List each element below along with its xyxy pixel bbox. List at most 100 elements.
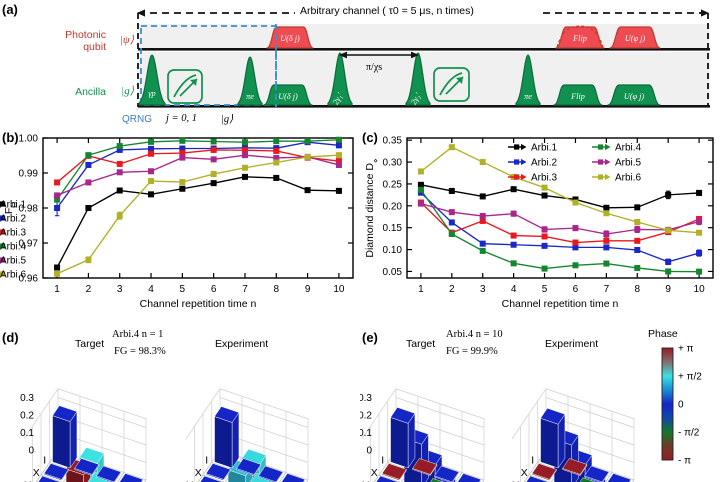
svg-text:0.10: 0.10 (383, 245, 403, 256)
svg-text:3: 3 (480, 284, 486, 295)
svg-text:+ π: + π (678, 344, 694, 355)
svg-text:0: 0 (366, 446, 372, 457)
svg-text:8: 8 (274, 284, 280, 295)
svg-text:+ π/2: + π/2 (678, 372, 702, 383)
svg-text:I: I (205, 454, 208, 466)
panel-b-letter: (b) (2, 130, 19, 145)
svg-text:0.99: 0.99 (19, 169, 39, 180)
svg-text:X: X (371, 467, 378, 479)
panel-e-bar3d: 0.30.20.10IXYZIXYZIXYZIXYZ (360, 388, 635, 482)
diamond-distance-chart: 1 2 3 4 5 6 7 8 9 10 0.05 0.10 0.15 0.20 0.25 0.30 0.35 C… (364, 136, 714, 310)
arbitrary-channel-title: Arbitrary channel ( τ0 = 5 μs, n times) (300, 5, 474, 17)
svg-text:- π/2: - π/2 (678, 428, 700, 439)
svg-text:Arbi.3: Arbi.3 (0, 228, 27, 239)
panel-e-fidelity: FG = 99.9% (446, 346, 498, 357)
svg-text:4: 4 (148, 284, 154, 295)
panel-c-diamond-distance-plot: (c) 1 2 3 4 5 6 7 8 9 10 0.05 0.10 0.15 0.20 0.25 0.30 0… (360, 128, 720, 310)
svg-text:4: 4 (511, 284, 517, 295)
svg-text:0.1: 0.1 (20, 428, 34, 439)
svg-text:Y: Y (512, 479, 519, 482)
svg-text:Arbi.3: Arbi.3 (531, 173, 558, 184)
svg-text:γp: γp (148, 89, 155, 98)
svg-text:8: 8 (634, 284, 640, 295)
pulse-sequence-diagram: U(δ j) Flip U(φ j)γp πe U(δ j) 2γ₁' 2γ₂' πe Flip… (137, 9, 710, 108)
svg-text:πe: πe (524, 92, 532, 101)
qrng-ket-g: |g⟩ (221, 114, 234, 125)
svg-text:Arbi.4: Arbi.4 (615, 143, 642, 154)
svg-text:Flip: Flip (572, 34, 587, 43)
panel-d-experiment-title: Experiment (215, 338, 269, 350)
phase-colorbar: + π + π/2 0 - π/2 - π (661, 344, 702, 467)
svg-text:Arbi.2: Arbi.2 (0, 214, 27, 225)
svg-text:0.3: 0.3 (20, 393, 34, 404)
svg-text:Channel repetition time n: Channel repetition time n (502, 298, 619, 310)
svg-text:I: I (43, 454, 46, 466)
svg-text:Y: Y (362, 479, 369, 482)
phase-colorbar-title: Phase (648, 328, 678, 340)
fidelity-chart: 1 2 3 4 5 6 7 8 9 10 0.96 0.97 0.98 0.99 1.00 Channel r… (0, 134, 354, 310)
panel-a-letter: (a) (2, 2, 18, 17)
svg-text:9: 9 (665, 284, 671, 295)
svg-text:0.20: 0.20 (383, 201, 403, 212)
qrng-j-values: j = 0, 1 (166, 113, 198, 124)
svg-text:6: 6 (573, 284, 579, 295)
panel-d-target-title: Target (75, 338, 105, 350)
panel-e-process-tomography: (e) Arbi.4 n = 10 FG = 99.9% Target Expe… (360, 310, 720, 482)
panel-d-condition: Arbi.4 n = 1 (112, 329, 164, 340)
panel-e-experiment-title: Experiment (545, 338, 599, 350)
svg-text:10: 10 (333, 284, 345, 295)
svg-text:Arbi.1: Arbi.1 (0, 200, 27, 211)
svg-text:0.15: 0.15 (383, 223, 403, 234)
svg-text:0: 0 (28, 446, 34, 457)
svg-text:Y: Y (24, 479, 31, 482)
svg-text:Flip: Flip (570, 92, 585, 101)
pi-over-chi-label: π/χs (366, 62, 383, 73)
photonic-qubit-ket: |ψ⟩ (119, 34, 134, 46)
svg-text:- π: - π (678, 456, 691, 467)
svg-text:0.2: 0.2 (20, 411, 34, 422)
svg-text:0: 0 (678, 400, 684, 411)
svg-text:0.3: 0.3 (360, 393, 372, 404)
svg-text:0.97: 0.97 (19, 239, 39, 250)
svg-text:X: X (195, 467, 202, 479)
svg-text:0.30: 0.30 (383, 158, 403, 169)
svg-text:9: 9 (305, 284, 311, 295)
svg-text:X: X (521, 467, 528, 479)
panel-a-pulse-sequence: (a) U(δ j) Flip U(φ j) γp πe U(δ j) 2γ₁' 2γ₂' πe… (0, 0, 720, 128)
svg-text:7: 7 (604, 284, 610, 295)
svg-text:Arbi.6: Arbi.6 (615, 173, 642, 184)
svg-text:1.00: 1.00 (19, 134, 39, 145)
svg-text:1: 1 (54, 284, 60, 295)
panel-b-fidelity-plot: (b) 1 2 3 4 5 6 7 8 9 10 0.96 0.97 0.98 0.99 1.00 Chann… (0, 128, 360, 310)
svg-text:6: 6 (211, 284, 217, 295)
svg-text:0.05: 0.05 (383, 267, 403, 278)
panel-d-bar3d: 0.30.20.10IXYZIXYZIXYZIXYZ (20, 388, 309, 482)
svg-text:πe: πe (246, 92, 254, 101)
photonic-qubit-label: Photonic qubit (65, 29, 106, 54)
svg-text:10: 10 (694, 284, 706, 295)
svg-text:0.1: 0.1 (360, 428, 372, 439)
svg-text:0.2: 0.2 (360, 411, 372, 422)
panel-e-condition: Arbi.4 n = 10 (446, 329, 503, 340)
svg-text:3: 3 (117, 284, 123, 295)
panel-d-letter: (d) (2, 330, 19, 345)
svg-text:Arbi.5: Arbi.5 (0, 256, 27, 267)
svg-text:0.25: 0.25 (383, 179, 403, 190)
svg-text:5: 5 (180, 284, 186, 295)
ancilla-label: Ancilla (75, 86, 106, 98)
svg-text:0.35: 0.35 (383, 136, 403, 147)
panel-e-target-title: Target (406, 338, 436, 350)
panel-d-process-tomography: (d) Arbi.4 n = 1 FG = 98.3% Target Exper… (0, 310, 360, 482)
svg-text:Channel repetition time n: Channel repetition time n (140, 298, 257, 310)
svg-text:X: X (33, 467, 40, 479)
svg-text:Arbi.4: Arbi.4 (0, 242, 27, 253)
svg-text:Y: Y (186, 479, 193, 482)
svg-text:Arbi.2: Arbi.2 (531, 158, 558, 169)
svg-text:Arbi.5: Arbi.5 (615, 158, 642, 169)
svg-text:U(δ j): U(δ j) (278, 92, 298, 101)
svg-text:Arbi.6: Arbi.6 (0, 270, 27, 281)
svg-text:2: 2 (449, 284, 455, 295)
svg-text:7: 7 (242, 284, 248, 295)
svg-text:U(φ j): U(φ j) (624, 92, 644, 101)
svg-text:Arbi.1: Arbi.1 (531, 143, 558, 154)
